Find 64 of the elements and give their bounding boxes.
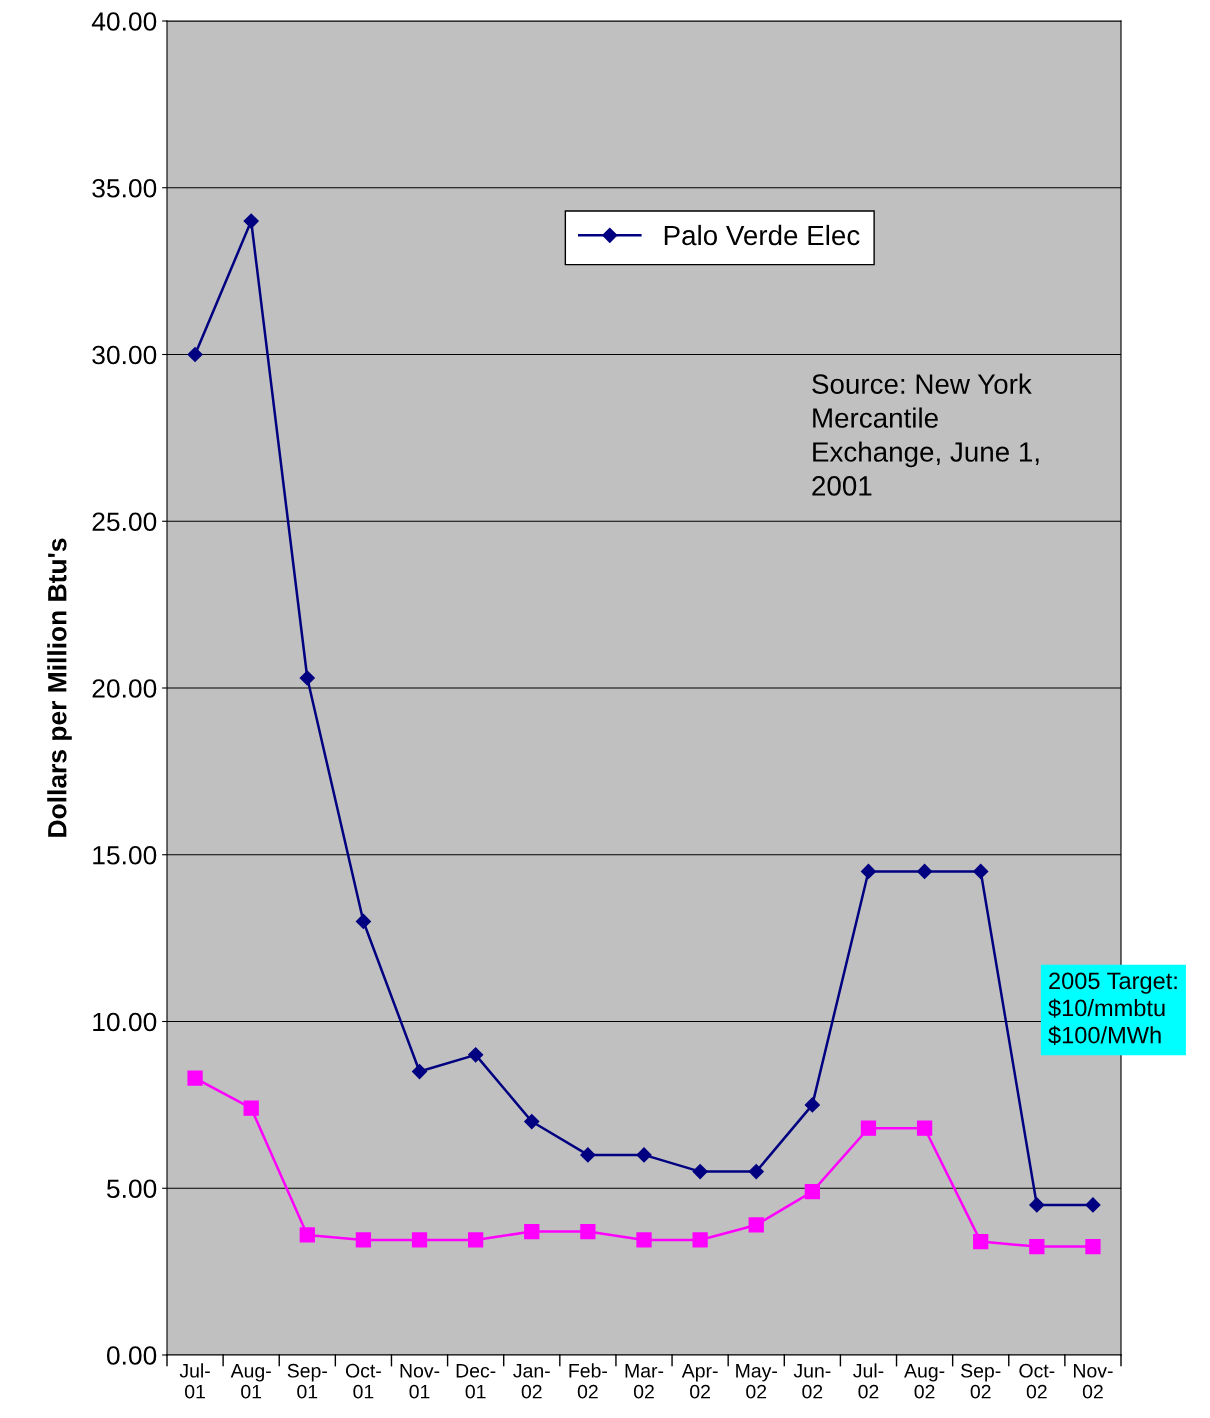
point (804, 1097, 820, 1113)
point (636, 1232, 652, 1248)
point (973, 863, 989, 879)
y-tick-label: 35.00 (92, 178, 157, 198)
x-tick-label: Sep-01 (287, 1363, 327, 1399)
point (748, 1217, 764, 1233)
annotation: 2005 Target: $10/mmbtu $100/MWh (1048, 972, 1177, 1045)
point (187, 1070, 203, 1086)
x-tick-label: Jul-01 (179, 1363, 210, 1399)
point (355, 1232, 372, 1248)
point (973, 1233, 989, 1250)
x-tick-label: Mar-02 (625, 1364, 664, 1399)
x-tick-label: Jul-02 (853, 1363, 884, 1399)
x-tick-label: Oct-02 (1019, 1363, 1055, 1399)
x-tick-label: Oct-01 (345, 1363, 381, 1399)
x-tick-label: Apr-02 (681, 1364, 718, 1399)
point (243, 1100, 259, 1116)
point (860, 1120, 877, 1136)
y-tick-label: 0.00 (106, 1346, 157, 1365)
point (299, 1227, 315, 1243)
annotation: Source: New York Mercantile Exchange, June 1, 2001 (812, 373, 1039, 496)
x-tick-label: Nov-01 (400, 1364, 440, 1399)
x-tick-label: Dec-01 (456, 1364, 496, 1399)
x-tick-label: Aug-01 (230, 1364, 271, 1399)
y-tick-label: 20.00 (92, 679, 157, 698)
point (411, 1063, 428, 1080)
x-tick-label: Feb-02 (569, 1363, 608, 1399)
point (860, 863, 877, 879)
point (355, 913, 371, 930)
point (1085, 1238, 1101, 1255)
point (187, 346, 203, 363)
point (804, 1183, 820, 1200)
point (468, 1232, 484, 1248)
point (411, 1232, 428, 1248)
x-tick-label: Jan-02 (513, 1364, 550, 1399)
legend-label: Palo Verde Elec (664, 224, 860, 246)
point (1029, 1238, 1045, 1255)
point (636, 1147, 652, 1163)
point (917, 863, 933, 879)
point (524, 1113, 540, 1130)
x-tick-label: Aug-02 (904, 1364, 945, 1399)
point (1085, 1197, 1101, 1213)
x-tick-label: Sep-02 (961, 1363, 1001, 1399)
y-tick-label: 10.00 (93, 1012, 157, 1032)
y-tick-label: 30.00 (92, 345, 157, 365)
point (580, 1147, 596, 1163)
point (299, 670, 315, 686)
y-tick-label: 25.00 (92, 512, 157, 532)
x-tick-label: May-02 (736, 1364, 777, 1399)
x-tick-label: Nov-02 (1074, 1364, 1113, 1399)
y-axis-title: Dollars per Million Btu's (47, 538, 72, 837)
point (748, 1164, 764, 1180)
y-tick-label: 5.00 (106, 1179, 157, 1199)
x-tick-label: Jun-02 (793, 1364, 831, 1399)
point (580, 1223, 596, 1240)
point (692, 1232, 708, 1248)
point (692, 1164, 708, 1180)
point (243, 213, 259, 229)
point (468, 1047, 484, 1063)
y-tick-label: 15.00 (93, 845, 157, 865)
point (524, 1223, 540, 1240)
y-tick-label: 40.00 (91, 12, 157, 31)
point (1029, 1197, 1045, 1213)
point (916, 1120, 933, 1136)
